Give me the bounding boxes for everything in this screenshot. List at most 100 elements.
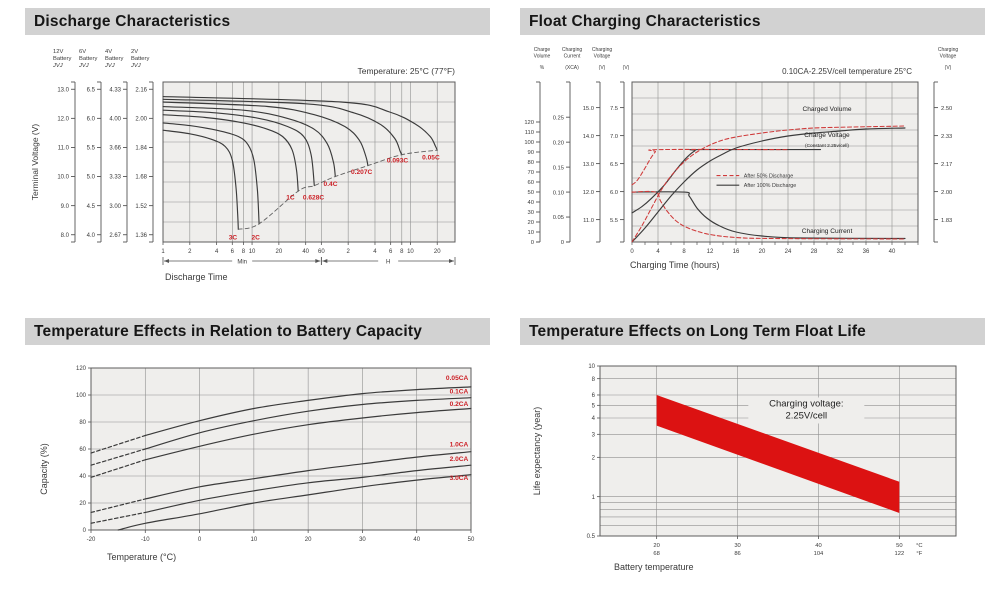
discharge-curve-0.207C xyxy=(162,101,369,167)
axis-tick: 1.36 xyxy=(135,233,147,239)
x-tick: 50 xyxy=(468,537,475,543)
axis-tick: 50 xyxy=(528,190,534,196)
axis-tick: 7.5 xyxy=(610,106,618,112)
y-tick: 10 xyxy=(588,364,595,370)
axis-tick: 1.84 xyxy=(135,146,147,152)
axis-tick: 13.0 xyxy=(57,87,69,93)
temp-capacity-section: Temperature Effects in Relation to Batte… xyxy=(25,318,490,345)
axis-tick: 6.0 xyxy=(610,190,618,196)
y-tick: 20 xyxy=(79,501,86,507)
axis-header: Current xyxy=(564,54,581,60)
annotation-line-2: 2.25V/cell xyxy=(785,410,827,421)
axis-tick: 90 xyxy=(528,150,534,156)
0.05CA xyxy=(144,386,472,437)
axis-header-3: JVJ xyxy=(130,63,141,69)
float-life-section: Temperature Effects on Long Term Float L… xyxy=(520,318,985,345)
x-tick: 16 xyxy=(733,249,740,255)
axis-tick: 120 xyxy=(524,120,534,126)
x-tick: 8 xyxy=(682,249,686,255)
axis-header-0: Battery xyxy=(53,56,71,62)
axis-tick: 0 xyxy=(561,240,564,246)
y-tick: 5 xyxy=(592,404,596,410)
charging-current-100 xyxy=(631,191,906,240)
x-tick: -10 xyxy=(141,537,150,543)
axis-header-0: JVJ xyxy=(52,63,63,69)
float-charging-section: Float Charging Characteristics xyxy=(520,8,985,35)
0.2CA-dashed xyxy=(90,459,146,478)
x-tick-c: 20 xyxy=(653,543,659,549)
x-tick-f: 122 xyxy=(895,551,905,557)
axis-tick: 6.0 xyxy=(87,117,96,123)
span-label-Min: Min xyxy=(237,259,247,265)
axis-unit: (V) xyxy=(599,65,606,71)
x-tick: 40 xyxy=(413,537,420,543)
axis-tick: 3.00 xyxy=(109,204,121,210)
axis-tick: 5.5 xyxy=(87,146,96,152)
y-tick: 4 xyxy=(592,416,596,422)
axis-tick: 80 xyxy=(528,160,534,166)
capacity-label-3.0CA: 3.0CA xyxy=(450,475,469,482)
x-tick: -20 xyxy=(87,537,96,543)
axis-tick: 60 xyxy=(528,180,534,186)
axis-header-1: JVJ xyxy=(78,63,89,69)
0.1CA-dashed xyxy=(90,448,146,466)
discharge-section-title: Discharge Characteristics xyxy=(25,8,490,35)
discharge-chart: Temperature: 25°C (77°F) Terminal Voltage… xyxy=(30,49,456,282)
float-life-band xyxy=(656,394,900,513)
discharge-curve-0.093C xyxy=(162,98,403,156)
y-tick: 100 xyxy=(76,393,87,399)
axis-tick: 4.33 xyxy=(109,87,121,93)
x-tick-c: 40 xyxy=(815,543,821,549)
right-axis-header: Charging xyxy=(938,47,959,53)
float-charging-chart-wrap: 0.10CA-2.25V/cell temperature 25°C Charge… xyxy=(520,40,985,302)
y-tick: 0.5 xyxy=(587,534,596,540)
legend-after-50: After 50% Discharge xyxy=(744,174,793,180)
axis-tick: 3.33 xyxy=(109,175,121,181)
y-tick: 2 xyxy=(592,456,596,462)
axis-header: Charge xyxy=(534,47,551,53)
x-tick: 30 xyxy=(359,537,366,543)
rate-label-1C: 1C xyxy=(286,195,295,202)
axis-tick: 4.5 xyxy=(87,204,96,210)
x-tick: 24 xyxy=(785,249,792,255)
charge-voltage-label: Charge Voltage xyxy=(804,132,850,139)
discharge-curve-0.05C xyxy=(162,95,438,151)
charged-volume-label: Charged Volume xyxy=(802,106,851,113)
discharge-curve-0.628C xyxy=(162,109,315,187)
axis-tick: 30 xyxy=(528,210,534,216)
axis-tick: 9.0 xyxy=(61,204,70,210)
1.0CA xyxy=(144,451,472,500)
1.0CA-dashed xyxy=(90,498,146,514)
discharge-chart-wrap: Temperature: 25°C (77°F) Terminal Voltage… xyxy=(25,40,490,302)
rate-label-3C: 3C xyxy=(229,234,238,241)
x-tick-min: 60 xyxy=(318,249,325,255)
x-tick-h: 8 xyxy=(400,249,404,255)
capacity-x-axis-label: Temperature (°C) xyxy=(107,552,176,562)
x-tick-h: 6 xyxy=(389,249,393,255)
2.0CA-dashed xyxy=(90,511,146,524)
axis-tick: 6.5 xyxy=(87,87,96,93)
charged-volume-50 xyxy=(631,125,906,243)
x-tick: 10 xyxy=(251,537,258,543)
float-life-chart: Charging voltage:2.25V/cell1086543210.52… xyxy=(532,364,957,572)
right-axis-tick: 2.00 xyxy=(941,190,952,196)
axis-header: Voltage xyxy=(594,54,611,60)
axis-header: Charging xyxy=(562,47,583,53)
capacity-label-1.0CA: 1.0CA xyxy=(450,441,469,448)
y-tick: 60 xyxy=(79,447,86,453)
right-axis-unit: (V) xyxy=(945,65,952,71)
rate-label-2C: 2C xyxy=(252,234,261,241)
axis-tick: 15.0 xyxy=(583,106,594,112)
capacity-label-2.0CA: 2.0CA xyxy=(450,456,469,463)
capacity-label-0.05CA: 0.05CA xyxy=(446,375,469,382)
x-tick: 28 xyxy=(811,249,818,255)
float-life-x-axis-label: Battery temperature xyxy=(614,562,694,572)
float-life-section-title: Temperature Effects on Long Term Float L… xyxy=(520,318,985,345)
axis-tick: 10 xyxy=(528,230,534,236)
x-tick-min: 8 xyxy=(242,249,246,255)
axis-tick: 0.15 xyxy=(553,165,564,171)
axis-tick: 5.0 xyxy=(87,175,96,181)
x-tick: 40 xyxy=(889,249,896,255)
0.05CA-dashed xyxy=(90,434,146,454)
charging-current-50 xyxy=(631,190,906,240)
